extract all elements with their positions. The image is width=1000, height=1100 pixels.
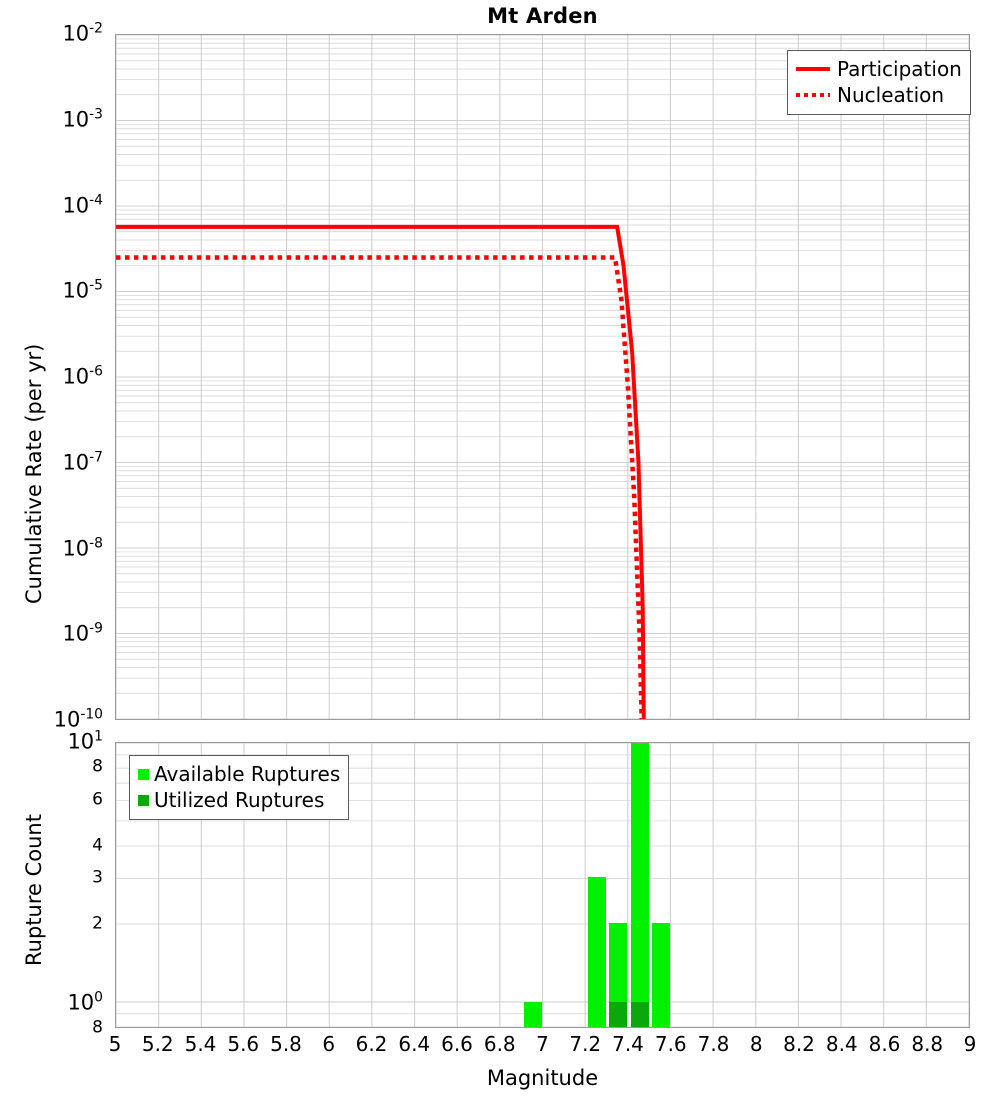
x-tick-label: 7.2 (569, 1032, 602, 1056)
x-tick-label: 5.2 (141, 1032, 174, 1056)
legend-label-participation: Participation (837, 57, 962, 81)
x-tick-label: 8.6 (868, 1032, 901, 1056)
y-tick-label-bottom: 100 (67, 989, 103, 1015)
y-tick-label-top: 10-6 (62, 363, 103, 389)
y-tick-label-bottom-minor: 4 (92, 835, 103, 856)
y-axis-title-bottom: Rupture Count (22, 814, 46, 966)
y-tick-label-bottom-minor: 2 (92, 913, 103, 934)
mfd-curves (116, 224, 646, 719)
y-tick-label-bottom: 101 (67, 728, 103, 754)
x-tick-label: 5.4 (184, 1032, 217, 1056)
x-tick-label: 6.8 (483, 1032, 516, 1056)
legend-item-nucleation: Nucleation (796, 82, 962, 108)
x-axis-title: Magnitude (486, 1066, 599, 1090)
x-tick-label: 8.4 (825, 1032, 858, 1056)
x-tick-label: 5.8 (270, 1032, 302, 1056)
y-tick-label-bottom-minor: 6 (92, 789, 103, 810)
x-tick-label: 6.2 (355, 1032, 388, 1056)
available-rupture-bar (630, 743, 649, 1027)
available-rupture-bar (587, 877, 606, 1027)
legend-item-participation: Participation (796, 56, 962, 82)
y-tick-label-top: 10-7 (62, 449, 103, 475)
cumulative-rate-panel (115, 34, 970, 720)
y-axis-ticks-top: 10-2 10-3 10-4 10-5 10-6 10-7 10-8 10-9 10-10 (0, 0, 110, 1100)
x-tick-label: 6.6 (441, 1032, 473, 1056)
y-tick-label-top: 10-4 (62, 192, 103, 217)
available-rupture-bar (523, 1001, 542, 1027)
y-tick-label-top: 10-2 (62, 20, 103, 46)
y-tick-label-bottom-minor: 3 (92, 867, 103, 888)
curve-legend: Participation Nucleation (787, 50, 971, 115)
x-tick-label: 7 (536, 1032, 549, 1056)
available-ruptures-swatch (138, 768, 149, 780)
y-tick-label-bottom-minor: 8 (92, 756, 103, 777)
legend-label-available-ruptures: Available Ruptures (154, 762, 341, 786)
x-tick-label: 6.4 (398, 1032, 431, 1056)
x-tick-label: 7.4 (612, 1032, 644, 1056)
x-tick-label: 5.6 (227, 1032, 260, 1056)
rupture-legend: Available Ruptures Utilized Ruptures (129, 755, 350, 820)
participation-line-swatch (796, 67, 830, 71)
legend-item-available-ruptures: Available Ruptures (138, 761, 340, 787)
legend-item-utilized-ruptures: Utilized Ruptures (138, 787, 340, 813)
y-tick-label-top: 10-3 (62, 106, 103, 132)
x-tick-label: 8 (749, 1032, 763, 1056)
x-tick-label: 6 (322, 1032, 336, 1056)
nucleation-line-swatch (796, 93, 830, 97)
y-tick-label-top: 10-10 (53, 706, 103, 732)
available-rupture-bar (651, 923, 671, 1027)
x-tick-label: 5 (108, 1032, 122, 1056)
utilized-rupture-bar (609, 1001, 628, 1027)
legend-label-utilized-ruptures: Utilized Ruptures (154, 788, 325, 812)
utilized-ruptures-swatch (138, 794, 149, 806)
y-tick-label-top: 10-8 (62, 535, 103, 560)
x-tick-label: 8.8 (911, 1032, 944, 1056)
y-tick-label-top: 10-5 (62, 277, 103, 303)
x-tick-label: 9 (963, 1032, 977, 1056)
legend-label-nucleation: Nucleation (837, 83, 945, 107)
x-tick-label: 7.8 (697, 1032, 730, 1056)
utilized-rupture-bar (630, 1001, 649, 1027)
y-tick-label-bottom-minor: 8 (92, 1017, 103, 1038)
page-title: Mt Arden (487, 4, 598, 28)
x-tick-label: 7.6 (654, 1032, 687, 1056)
x-tick-label: 8.2 (783, 1032, 815, 1056)
grid-top (116, 35, 969, 719)
y-tick-label-top: 10-9 (62, 620, 103, 646)
available-rupture-bar (609, 923, 628, 1027)
y-axis-ticks-bottom: 101 100 8 6 4 3 2 8 (0, 0, 110, 1100)
